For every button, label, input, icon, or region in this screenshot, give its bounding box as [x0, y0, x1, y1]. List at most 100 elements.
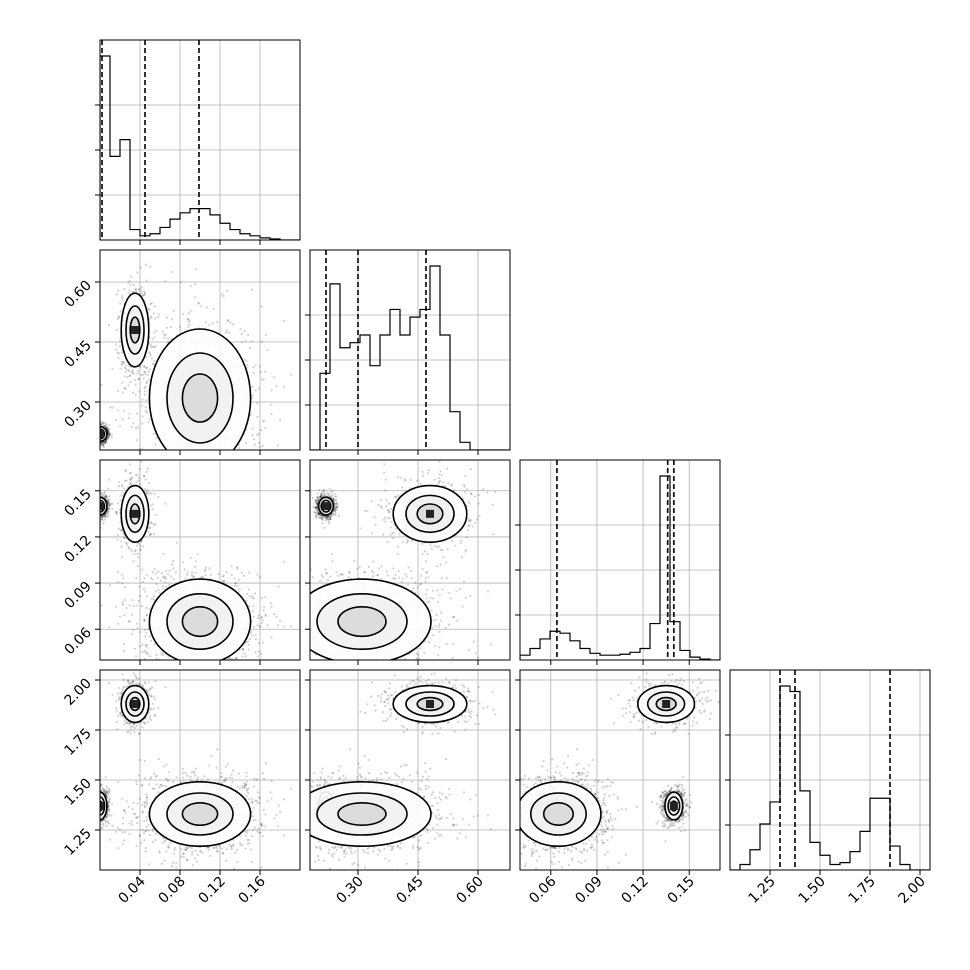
- sample-point: [131, 391, 135, 394]
- sample-point: [93, 436, 95, 438]
- sample-point: [96, 513, 98, 515]
- sample-point: [107, 510, 110, 513]
- sample-point: [262, 606, 266, 609]
- sample-point: [91, 501, 93, 503]
- sample-point: [120, 297, 124, 300]
- sample-point: [97, 503, 99, 505]
- sample-point: [91, 433, 93, 435]
- sample-point: [162, 552, 165, 555]
- sample-point: [96, 426, 98, 428]
- sample-point: [96, 513, 98, 515]
- sample-point: [89, 508, 91, 510]
- sample-point: [119, 367, 122, 370]
- sample-point: [94, 504, 96, 506]
- sample-point: [102, 441, 106, 444]
- sample-point: [123, 613, 126, 617]
- sample-point: [133, 647, 137, 650]
- sample-point: [89, 435, 91, 437]
- sample-point: [94, 507, 96, 509]
- sample-point: [95, 500, 97, 502]
- sample-point: [144, 651, 147, 655]
- sample-point: [143, 475, 146, 478]
- sample-point: [98, 436, 100, 438]
- sample-point: [115, 343, 118, 346]
- sample-point: [92, 434, 94, 436]
- sample-point: [114, 418, 117, 422]
- sample-point: [228, 657, 231, 660]
- sample-point: [95, 516, 97, 518]
- sample-point: [94, 507, 96, 509]
- sample-point: [90, 438, 92, 440]
- sample-point: [257, 432, 260, 435]
- sample-point: [93, 431, 95, 433]
- sample-point: [96, 432, 98, 434]
- sample-point: [276, 624, 280, 627]
- sample-point: [153, 568, 156, 571]
- sample-point: [94, 438, 96, 440]
- sample-point: [97, 493, 99, 495]
- sample-point: [118, 484, 121, 488]
- sample-point: [93, 432, 95, 434]
- sample-point: [155, 583, 158, 586]
- sample-point: [94, 507, 96, 509]
- sample-point: [96, 432, 98, 434]
- sample-point: [196, 454, 198, 456]
- sample-point: [160, 653, 163, 656]
- sample-point: [132, 560, 135, 563]
- sample-point: [97, 432, 99, 434]
- sample-point: [96, 443, 98, 445]
- sample-point: [95, 503, 97, 505]
- sample-point: [97, 493, 99, 495]
- sample-point: [260, 340, 263, 343]
- sample-point: [108, 433, 111, 436]
- sample-point: [189, 309, 192, 312]
- sample-point: [153, 346, 156, 349]
- hist-panel-2: [305, 249, 511, 451]
- sample-point: [120, 555, 124, 559]
- sample-point: [92, 435, 94, 437]
- sample-point: [117, 357, 120, 360]
- sample-point: [94, 509, 96, 511]
- histogram-step: [520, 475, 720, 660]
- sample-point: [104, 425, 107, 428]
- sample-point: [137, 556, 140, 559]
- sample-point: [260, 305, 263, 308]
- sample-point: [250, 630, 253, 634]
- sample-point: [193, 296, 197, 299]
- sample-point: [107, 507, 110, 510]
- sample-point: [251, 427, 254, 430]
- sample-point: [204, 568, 207, 571]
- sample-point: [210, 666, 212, 668]
- sample-point: [97, 502, 99, 504]
- sample-point: [95, 422, 97, 424]
- sample-point: [94, 514, 96, 516]
- sample-point: [97, 435, 99, 437]
- sample-point: [93, 510, 95, 512]
- sample-point: [115, 513, 118, 516]
- sample-point: [123, 479, 127, 482]
- sample-point: [122, 536, 126, 539]
- sample-point: [139, 482, 142, 486]
- sample-point: [196, 664, 198, 666]
- sample-point: [257, 616, 260, 620]
- sample-point: [96, 432, 98, 434]
- sample-point: [278, 454, 280, 456]
- sample-point: [96, 502, 98, 504]
- sample-point: [92, 434, 94, 436]
- sample-point: [94, 432, 96, 434]
- sample-point: [92, 502, 94, 504]
- sample-point: [95, 506, 97, 508]
- sample-point: [97, 434, 99, 436]
- sample-point: [89, 435, 91, 437]
- sample-point: [261, 444, 264, 447]
- sample-point: [96, 514, 98, 516]
- sample-point: [91, 434, 93, 436]
- sample-point: [160, 651, 163, 654]
- sample-point: [257, 614, 260, 617]
- sample-point: [147, 308, 150, 311]
- sample-point: [95, 497, 97, 499]
- sample-point: [202, 453, 204, 455]
- sample-point: [96, 500, 98, 502]
- sample-point: [94, 440, 96, 442]
- sample-point: [97, 435, 99, 437]
